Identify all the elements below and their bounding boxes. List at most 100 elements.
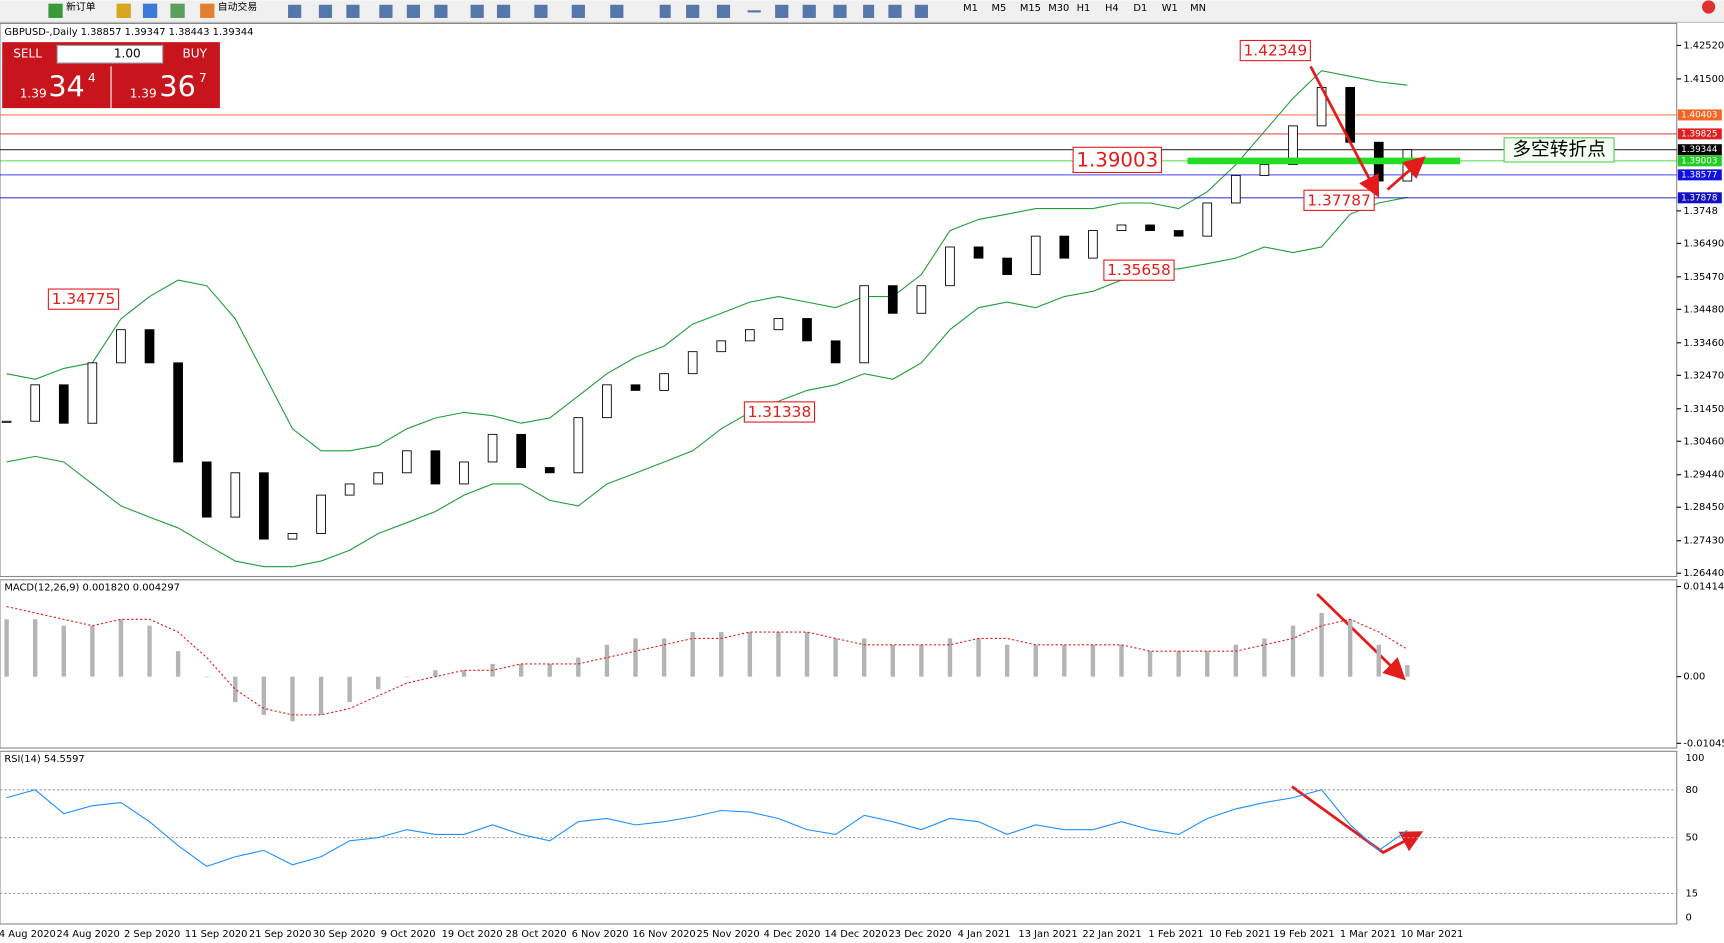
macd-bar — [261, 676, 267, 715]
timeframe[interactable]: M30 — [1048, 3, 1069, 14]
sell-price-big[interactable]: 1.39 — [20, 86, 47, 100]
candle — [802, 318, 812, 342]
price-annotation: 1.35658 — [1107, 261, 1171, 279]
candle — [887, 285, 898, 314]
macd-bar — [32, 619, 38, 677]
buy-price-mid[interactable]: 36 — [159, 69, 195, 103]
rsi-label: RSI(14) 54.5597 — [4, 754, 84, 765]
timeframes: M1 M5 M15 M30 H1 H4 D1 W1 MN — [963, 3, 1206, 14]
macd-bar — [518, 663, 524, 677]
tool-icon[interactable] — [888, 4, 902, 18]
y-tick-label: 1.32470 — [1683, 370, 1724, 381]
macd-bar — [661, 638, 667, 677]
x-tick-label: 28 Oct 2020 — [506, 929, 567, 940]
tool-icon[interactable] — [534, 4, 548, 18]
tool-icon[interactable] — [318, 4, 333, 18]
x-tick-label: 16 Nov 2020 — [632, 929, 695, 940]
lot-input[interactable] — [56, 44, 164, 64]
macd-bar — [1205, 651, 1210, 677]
auto-trade-icon[interactable] — [200, 3, 215, 18]
tool-icon[interactable] — [802, 4, 816, 18]
macd-bar — [1119, 644, 1124, 677]
macd-bar — [461, 670, 467, 677]
annotation-box — [743, 401, 816, 423]
tool-icon[interactable] — [914, 4, 928, 18]
tool-icon[interactable] — [833, 4, 847, 18]
buy-button[interactable]: BUY — [183, 47, 208, 61]
main-chart — [0, 22, 1678, 578]
tool-icon[interactable] — [747, 10, 761, 13]
tool-icon[interactable] — [686, 4, 700, 18]
candle — [659, 373, 669, 391]
tool-icon[interactable] — [470, 4, 484, 18]
y-tick-label: 80 — [1686, 785, 1699, 796]
tool-icon[interactable] — [496, 4, 511, 18]
macd-bar — [175, 651, 181, 677]
toolbar-icon[interactable] — [116, 3, 131, 18]
tool-icon[interactable] — [346, 4, 360, 18]
x-tick-label: 30 Sep 2020 — [313, 929, 376, 940]
tool-icon[interactable] — [716, 4, 731, 18]
candle — [716, 340, 727, 353]
macd-bar — [204, 676, 209, 678]
x-tick-label: 10 Mar 2021 — [1401, 929, 1464, 940]
timeframe[interactable]: H1 — [1077, 3, 1091, 14]
macd-bar — [433, 670, 438, 677]
macd-bar — [118, 619, 124, 677]
macd-bar — [347, 676, 352, 703]
new-order-icon[interactable] — [48, 3, 63, 18]
candle — [144, 329, 155, 364]
tool-icon[interactable] — [406, 4, 421, 18]
price-tag — [1677, 128, 1722, 140]
price-tag-label: 1.37878 — [1681, 193, 1717, 203]
macd-bar — [1062, 644, 1067, 677]
x-tick-label: 4 Dec 2020 — [764, 929, 821, 940]
sell-price-mid[interactable]: 34 — [48, 69, 84, 103]
x-tick-label: 2 Sep 2020 — [124, 929, 180, 940]
candle — [201, 461, 212, 518]
candle — [30, 384, 41, 422]
timeframe[interactable]: M5 — [992, 3, 1007, 14]
candle — [1059, 235, 1070, 259]
tool-icon[interactable] — [434, 4, 448, 18]
timeframe[interactable]: W1 — [1162, 3, 1178, 14]
x-tick-label: 22 Jan 2021 — [1082, 929, 1141, 940]
x-tick-label: 6 Nov 2020 — [572, 929, 629, 940]
candle — [687, 351, 698, 375]
x-tick-label: 14 Aug 2020 — [0, 929, 56, 940]
x-tick-label: 10 Feb 2021 — [1209, 929, 1270, 940]
tool-icon[interactable] — [288, 4, 302, 18]
macd-label: MACD(12,26,9) 0.001820 0.004297 — [4, 582, 180, 593]
timeframe[interactable]: M1 — [963, 3, 978, 14]
tool-icon[interactable] — [610, 4, 624, 18]
buy-price-big[interactable]: 1.39 — [130, 86, 157, 100]
timeframe[interactable]: D1 — [1133, 3, 1147, 14]
timeframe[interactable]: H4 — [1105, 3, 1119, 14]
tool-icon[interactable] — [863, 4, 875, 18]
y-tick-label: 1.29440 — [1683, 470, 1724, 481]
tool-icon[interactable] — [659, 4, 671, 18]
timeframe[interactable]: M15 — [1020, 3, 1041, 14]
alert-badge[interactable] — [1702, 0, 1716, 14]
annotation-box — [47, 288, 120, 310]
candle — [401, 450, 412, 474]
macd-bar — [1233, 644, 1239, 677]
annotation-box — [1103, 259, 1175, 281]
buy-price-small[interactable]: 7 — [199, 71, 207, 85]
sell-button[interactable]: SELL — [13, 47, 42, 61]
tool-icon[interactable] — [571, 4, 585, 18]
x-tick-label: 1 Mar 2021 — [1340, 929, 1396, 940]
new-order[interactable]: 新订单 — [66, 0, 96, 13]
sell-price-small[interactable]: 4 — [88, 71, 96, 85]
x-tick-label: 23 Dec 2020 — [889, 929, 952, 940]
candle — [116, 329, 126, 364]
lot: 1.00 — [114, 47, 141, 61]
candle — [573, 417, 584, 474]
toolbar-icon[interactable] — [170, 3, 185, 18]
toolbar-icon[interactable] — [142, 3, 158, 18]
timeframe[interactable]: MN — [1190, 3, 1206, 14]
tool-icon[interactable] — [775, 4, 789, 18]
tool-icon[interactable] — [379, 4, 393, 18]
auto-trade[interactable]: 自动交易 — [218, 0, 258, 13]
macd-bar — [776, 632, 781, 677]
